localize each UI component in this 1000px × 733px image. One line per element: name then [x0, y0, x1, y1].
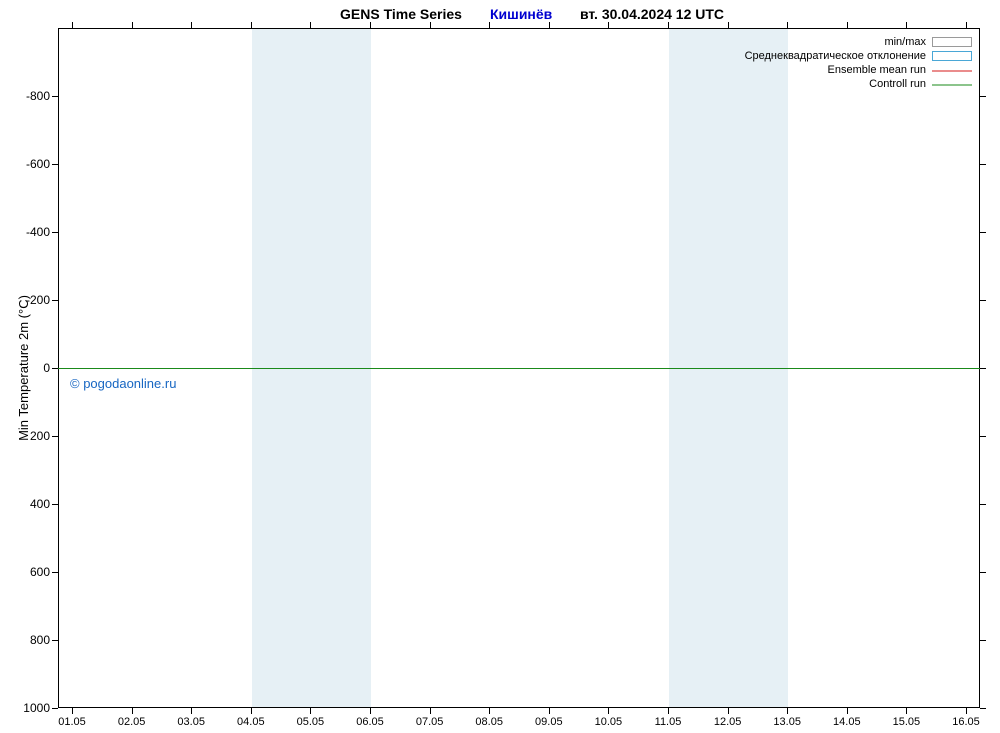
x-tick [132, 22, 133, 28]
x-tick [847, 22, 848, 28]
y-tick [52, 232, 58, 233]
x-tick-label: 09.05 [535, 716, 563, 728]
x-tick-label: 07.05 [416, 716, 444, 728]
x-tick-label: 02.05 [118, 716, 146, 728]
y-tick [980, 232, 986, 233]
y-tick [980, 96, 986, 97]
y-tick-label: -600 [26, 157, 50, 171]
y-tick [980, 640, 986, 641]
x-tick [608, 708, 609, 714]
y-axis-label: Min Temperature 2m (°C) [16, 295, 31, 441]
x-tick [966, 708, 967, 714]
x-tick-label: 06.05 [356, 716, 384, 728]
y-tick [52, 300, 58, 301]
x-tick-label: 05.05 [297, 716, 325, 728]
y-tick [980, 300, 986, 301]
x-tick [668, 708, 669, 714]
legend-item: min/max [884, 36, 972, 48]
x-tick [489, 708, 490, 714]
y-tick-label: 800 [30, 633, 50, 647]
x-tick [191, 708, 192, 714]
x-tick [430, 708, 431, 714]
x-tick [191, 22, 192, 28]
y-tick [980, 436, 986, 437]
y-tick-label: 200 [30, 429, 50, 443]
y-tick-label: 600 [30, 565, 50, 579]
chart-title-datetime: вт. 30.04.2024 12 UTC [580, 6, 724, 22]
x-tick [251, 22, 252, 28]
y-tick [52, 436, 58, 437]
x-tick [787, 22, 788, 28]
x-tick [310, 22, 311, 28]
x-tick-label: 01.05 [58, 716, 86, 728]
x-tick [847, 708, 848, 714]
x-tick-label: 10.05 [595, 716, 623, 728]
x-tick-label: 08.05 [475, 716, 503, 728]
y-tick [52, 164, 58, 165]
x-tick [370, 708, 371, 714]
y-tick [980, 368, 986, 369]
x-tick [310, 708, 311, 714]
y-tick [980, 708, 986, 709]
x-tick [787, 708, 788, 714]
y-tick-label: 0 [43, 361, 50, 375]
x-tick-label: 15.05 [893, 716, 921, 728]
legend-item: Ensemble mean run [828, 64, 972, 76]
x-tick [489, 22, 490, 28]
x-tick-label: 11.05 [655, 716, 682, 728]
y-tick [52, 504, 58, 505]
legend-swatch [932, 51, 972, 61]
x-tick [668, 22, 669, 28]
x-tick [549, 708, 550, 714]
x-tick [906, 22, 907, 28]
y-tick [980, 572, 986, 573]
x-tick [132, 708, 133, 714]
legend-label: min/max [884, 36, 926, 48]
legend-swatch [932, 37, 972, 47]
x-tick-label: 13.05 [773, 716, 801, 728]
x-tick [72, 22, 73, 28]
x-tick [251, 708, 252, 714]
y-tick-label: -800 [26, 89, 50, 103]
x-tick-label: 14.05 [833, 716, 861, 728]
y-tick [52, 572, 58, 573]
x-tick [370, 22, 371, 28]
x-tick [906, 708, 907, 714]
x-tick [728, 22, 729, 28]
x-tick [549, 22, 550, 28]
y-tick [52, 368, 58, 369]
x-tick [72, 708, 73, 714]
y-tick [52, 640, 58, 641]
x-tick-label: 04.05 [237, 716, 265, 728]
x-tick [608, 22, 609, 28]
legend-item: Controll run [869, 78, 972, 90]
chart-container: GENS Time Series Кишинёв вт. 30.04.2024 12… [0, 0, 1000, 733]
y-tick-label: 400 [30, 497, 50, 511]
x-tick [966, 22, 967, 28]
x-tick [430, 22, 431, 28]
watermark: © pogodaonline.ru [70, 376, 176, 391]
y-tick [52, 96, 58, 97]
controll-run-line [58, 368, 980, 369]
y-tick-label: 1000 [23, 701, 50, 715]
y-tick [980, 164, 986, 165]
legend-item: Среднеквадратическое отклонение [745, 50, 972, 62]
legend-label: Среднеквадратическое отклонение [745, 50, 926, 62]
legend-swatch [932, 70, 972, 71]
legend-swatch [932, 84, 972, 85]
y-tick [52, 708, 58, 709]
chart-title-source: GENS Time Series [340, 6, 462, 22]
legend-label: Ensemble mean run [828, 64, 926, 76]
legend-label: Controll run [869, 78, 926, 90]
x-tick-label: 03.05 [177, 716, 205, 728]
x-tick-label: 12.05 [714, 716, 742, 728]
y-tick-label: -400 [26, 225, 50, 239]
chart-title-location: Кишинёв [490, 6, 552, 22]
x-tick [728, 708, 729, 714]
x-tick-label: 16.05 [952, 716, 980, 728]
y-tick [980, 504, 986, 505]
